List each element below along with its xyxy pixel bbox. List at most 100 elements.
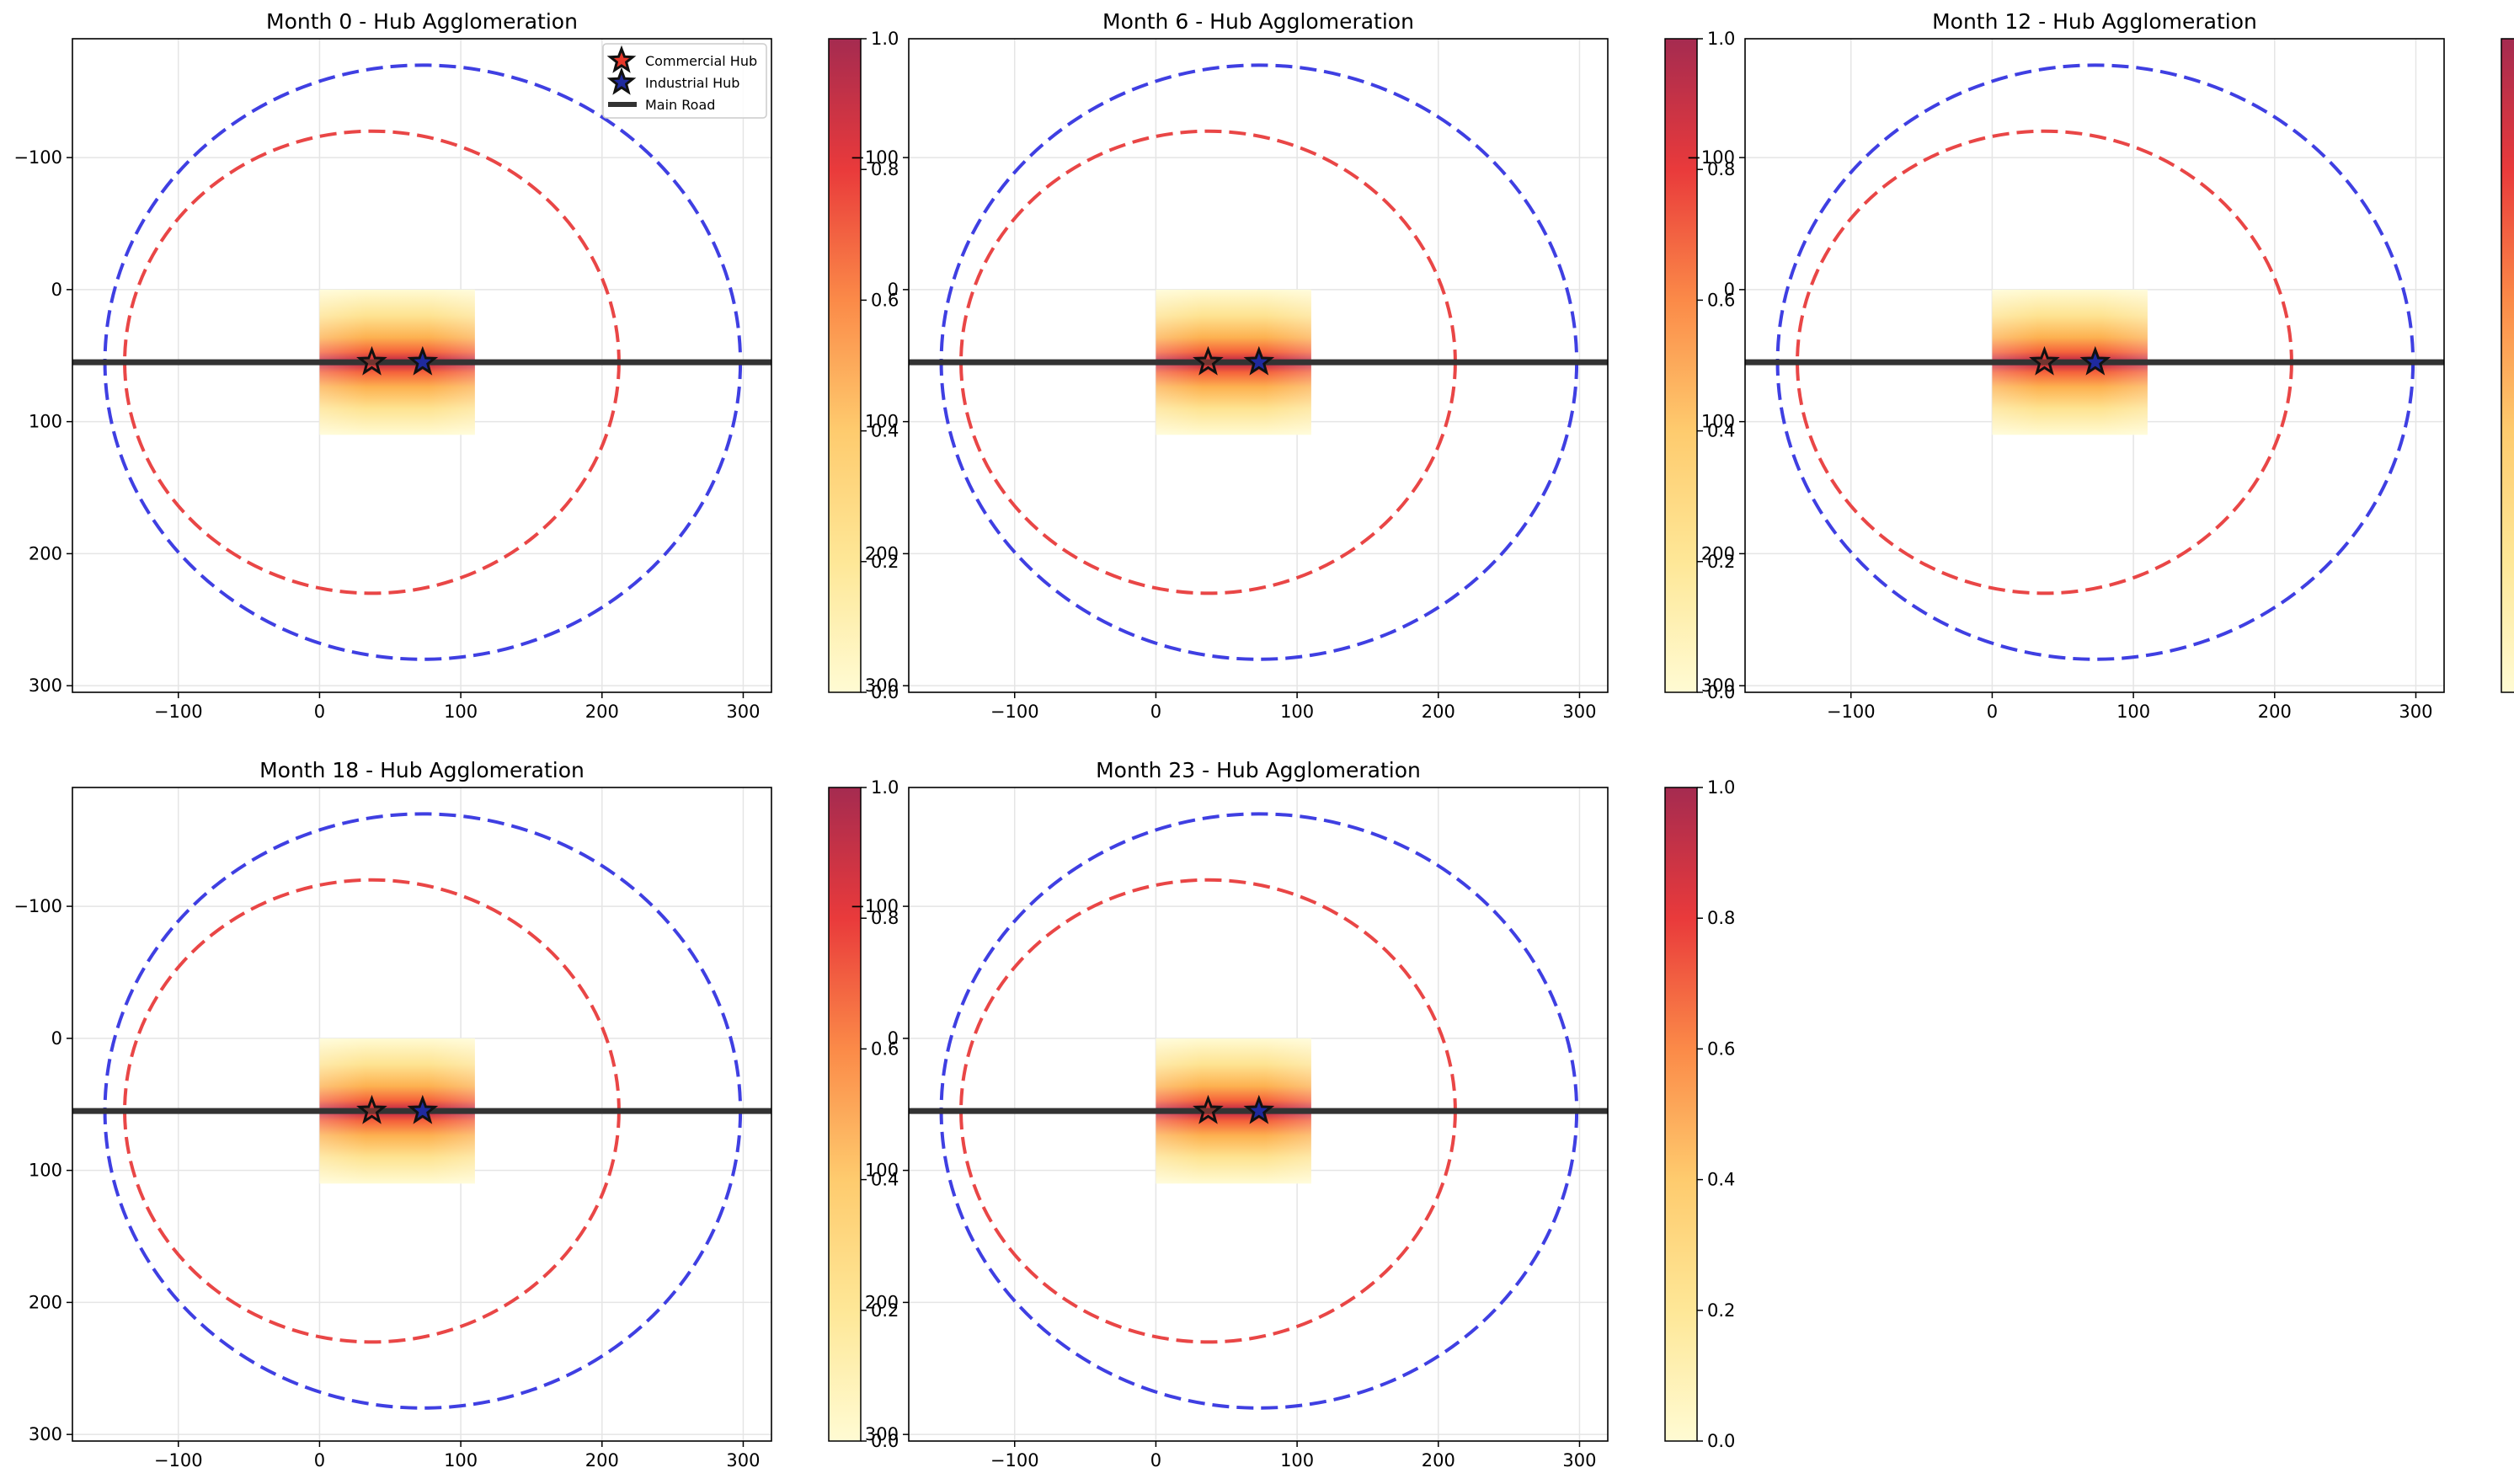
colorbar-tick-label: 0.4	[871, 1170, 899, 1190]
colorbar-tick-label: 0.0	[871, 682, 899, 702]
colorbar-tick-label: 0.2	[871, 1300, 899, 1321]
y-tick-label: 300	[865, 675, 899, 696]
industrial-hub-marker	[1243, 345, 1275, 376]
colorbar-tick-label: 0.8	[871, 908, 899, 928]
y-tick-label: −100	[1686, 147, 1735, 168]
colorbar	[2501, 38, 2514, 693]
legend: Commercial Hub Industrial Hub Main Road	[602, 43, 767, 119]
x-tick-label: 300	[2399, 702, 2432, 722]
industrial-hub-marker	[407, 1094, 439, 1124]
x-tick-label: 100	[1280, 702, 1314, 722]
subplot-1: −100 0 100 200 300 −100 0 100 200 300 Month 6 - Hu…	[850, 9, 1735, 722]
y-tick-label: 200	[29, 1292, 62, 1312]
y-tick-label: −100	[13, 896, 62, 916]
y-tick-label: 100	[29, 412, 62, 432]
axes-frame	[908, 38, 1609, 693]
colorbar-tick-label: 0.2	[1707, 552, 1735, 572]
colorbar	[1664, 38, 1698, 693]
colorbar	[828, 38, 862, 693]
commercial-hub-marker	[356, 1094, 387, 1124]
x-tick-label: −100	[990, 702, 1039, 722]
colorbar-tick-label: 0.4	[1707, 1170, 1735, 1190]
x-tick-label: −100	[154, 1450, 203, 1471]
subplot-4: −100 0 100 200 300 −100 0 100 200 300 Month 23 - H…	[850, 758, 1735, 1471]
y-tick-label: 100	[1701, 412, 1735, 432]
colorbar-tick-label: 0.6	[871, 290, 899, 310]
legend-box	[602, 43, 767, 119]
colorbar-tick-label: 0.0	[1707, 682, 1735, 702]
y-tick-label: 0	[1724, 280, 1735, 300]
colorbar-tick-label: 0.2	[1707, 1300, 1735, 1321]
plot-area	[909, 787, 1608, 1441]
x-tick-label: 100	[444, 1450, 478, 1471]
subplot-title: Month 23 - Hub Agglomeration	[1096, 758, 1421, 782]
y-tick-label: −100	[13, 147, 62, 168]
x-tick-label: 0	[314, 702, 325, 722]
colorbar-tick-label: 1.0	[871, 777, 899, 798]
x-tick-label: 200	[585, 702, 619, 722]
colorbar	[1664, 787, 1698, 1442]
y-tick-label: 100	[865, 1161, 899, 1181]
subplot-0: −100 0 100 200 300 −100 0 100 200 300 Month 0 - Hu…	[13, 9, 899, 722]
y-tick-label: 100	[29, 1161, 62, 1181]
colorbar-tick-label: 0.0	[1707, 1431, 1735, 1451]
subplot-title: Month 12 - Hub Agglomeration	[1932, 9, 2257, 34]
x-tick-label: 100	[1280, 1450, 1314, 1471]
colorbar-tick-label: 0.8	[871, 159, 899, 179]
subplot-title: Month 6 - Hub Agglomeration	[1102, 9, 1414, 34]
industrial-hub-marker	[2079, 345, 2111, 376]
x-tick-label: 0	[314, 1450, 325, 1471]
legend-entry: Industrial Hub	[645, 75, 739, 91]
subplot-title: Month 0 - Hub Agglomeration	[266, 9, 578, 34]
plot-area	[72, 787, 771, 1441]
industrial-hub-marker	[1243, 1094, 1275, 1124]
commercial-hub-marker	[1193, 345, 1224, 376]
x-tick-label: −100	[990, 1450, 1039, 1471]
legend-industrial-star	[606, 67, 637, 95]
axes-frame	[1744, 38, 2445, 693]
y-tick-label: 0	[888, 280, 899, 300]
y-tick-label: 300	[29, 1424, 62, 1444]
x-tick-label: −100	[154, 702, 203, 722]
y-tick-label: 200	[865, 1292, 899, 1312]
x-tick-label: 200	[1422, 702, 1455, 722]
plot-area	[909, 39, 1608, 692]
colorbar-tick-label: 0.6	[1707, 290, 1735, 310]
colorbar-tick-label: 1.0	[871, 29, 899, 49]
y-tick-label: 100	[865, 412, 899, 432]
x-tick-label: −100	[1827, 702, 1876, 722]
industrial-hub-marker	[407, 345, 439, 376]
subplot-2: −100 0 100 200 300 −100 0 100 200 300 Month 12 - H…	[1686, 9, 2514, 722]
y-tick-label: 0	[51, 280, 62, 300]
subplot-title: Month 18 - Hub Agglomeration	[259, 758, 584, 782]
y-tick-label: 300	[29, 675, 62, 696]
colorbar-tick-label: 0.6	[1707, 1038, 1735, 1059]
legend-entry: Main Road	[645, 97, 715, 113]
axes-frame	[72, 38, 772, 693]
plot-area	[72, 39, 771, 692]
x-tick-label: 300	[1562, 1450, 1596, 1471]
x-tick-label: 0	[1150, 702, 1161, 722]
commercial-hub-marker	[356, 345, 387, 376]
y-tick-label: 300	[865, 1424, 899, 1444]
plot-area	[1745, 39, 2444, 692]
y-tick-label: 200	[1701, 543, 1735, 563]
x-tick-label: 0	[1150, 1450, 1161, 1471]
axes-frame	[72, 787, 772, 1442]
x-tick-label: 200	[585, 1450, 619, 1471]
colorbar-tick-label: 0.2	[871, 552, 899, 572]
subplot-3: −100 0 100 200 300 −100 0 100 200 300 Month 18 - H…	[13, 758, 899, 1471]
x-tick-label: 200	[2258, 702, 2292, 722]
commercial-hub-marker	[1193, 1094, 1224, 1124]
x-tick-label: 100	[444, 702, 478, 722]
y-tick-label: 200	[865, 543, 899, 563]
colorbar-tick-label: 0.6	[871, 1038, 899, 1059]
x-tick-label: 200	[1422, 1450, 1455, 1471]
axes-frame	[908, 787, 1609, 1442]
colorbar-tick-label: 0.4	[1707, 421, 1735, 441]
colorbar-tick-label: 0.0	[871, 1431, 899, 1451]
colorbar	[828, 787, 862, 1442]
x-tick-label: 300	[1562, 702, 1596, 722]
commercial-hub-marker	[2029, 345, 2060, 376]
y-tick-label: 200	[29, 543, 62, 563]
